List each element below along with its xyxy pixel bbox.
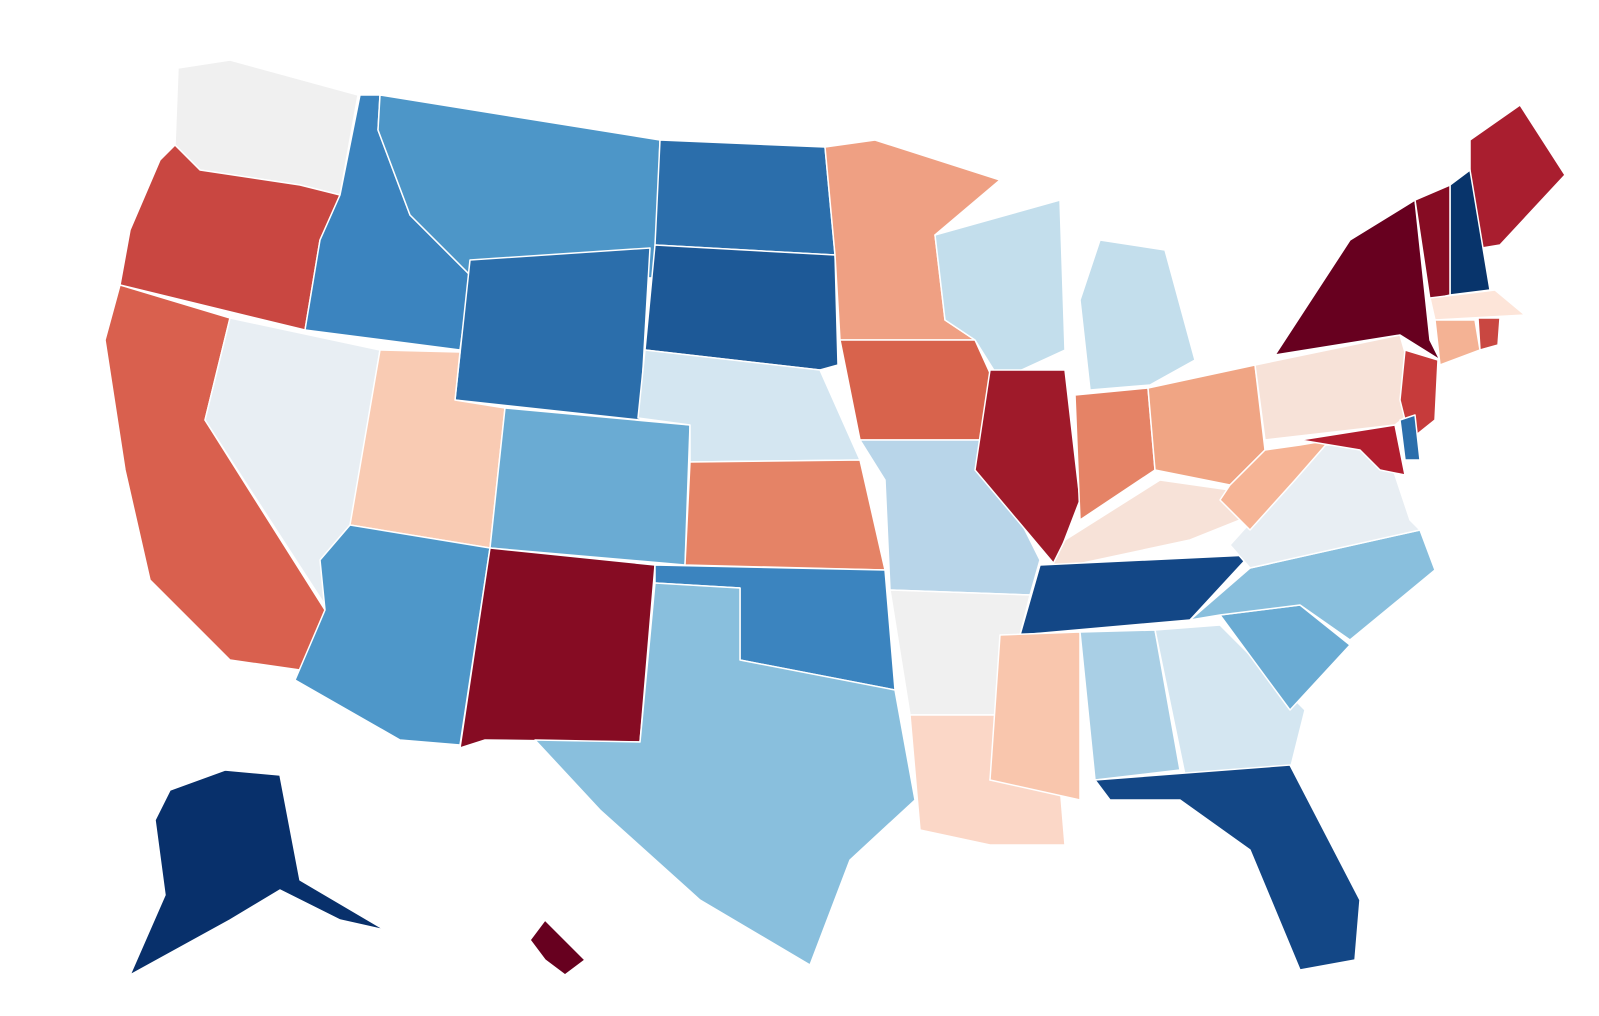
state (529, 919, 586, 976)
state (1219, 439, 1331, 531)
state (1019, 554, 1251, 636)
state (1274, 199, 1441, 361)
state (1079, 239, 1196, 391)
state (684, 459, 886, 571)
state (644, 244, 839, 371)
state (1094, 764, 1361, 971)
state (1299, 424, 1406, 476)
state (1399, 414, 1421, 461)
state (1477, 317, 1501, 351)
state (489, 407, 691, 566)
state (294, 524, 491, 746)
state (1434, 319, 1481, 366)
state (534, 582, 916, 966)
state (1154, 624, 1306, 776)
state (974, 369, 1081, 566)
state (654, 139, 836, 256)
state (1469, 104, 1566, 251)
state (989, 631, 1081, 801)
state (459, 547, 656, 749)
state (454, 247, 651, 421)
state (1429, 289, 1526, 321)
state (839, 339, 1001, 441)
state (129, 769, 386, 976)
state (1079, 629, 1181, 781)
